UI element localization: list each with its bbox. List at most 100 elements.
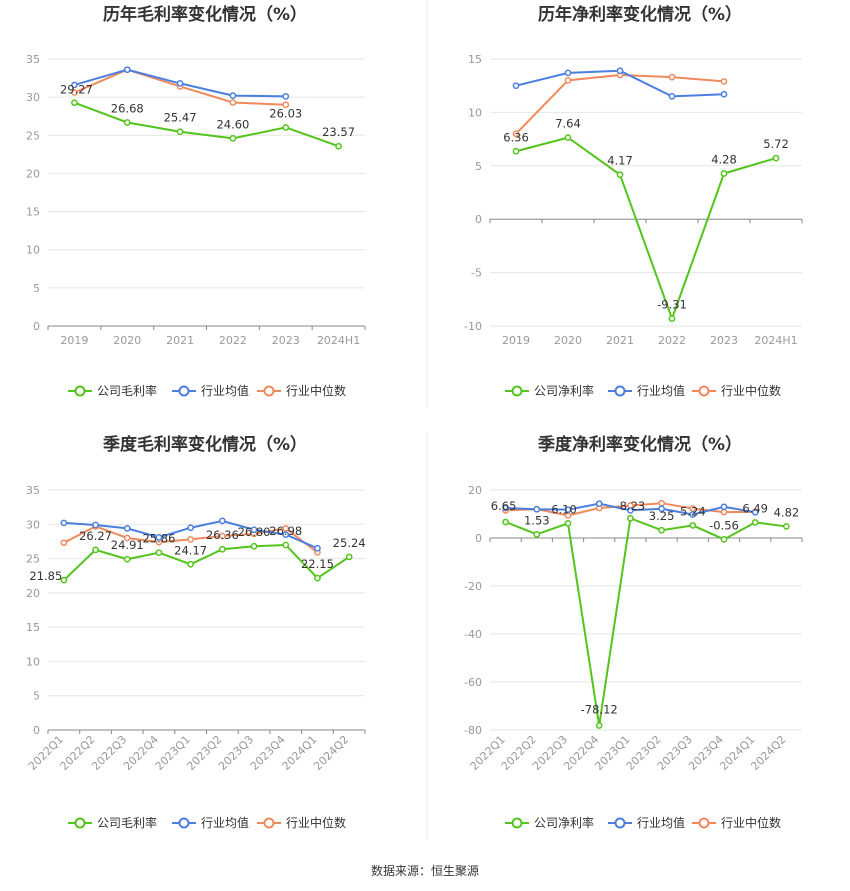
- data-label: 26.36: [206, 528, 239, 542]
- x-tick-label: 2019: [60, 334, 88, 347]
- data-point-company: [564, 520, 572, 527]
- data-point-industry_median: [512, 130, 520, 138]
- data-label: 25.47: [164, 111, 197, 125]
- data-source-note: 数据来源：恒生聚源: [370, 864, 479, 878]
- legend-label: 行业均值: [637, 815, 685, 830]
- x-tick-label: 2024Q2: [311, 733, 351, 773]
- legend-label: 公司净利率: [534, 815, 594, 830]
- data-point-company: [783, 523, 790, 530]
- legend-label: 公司毛利率: [97, 383, 157, 398]
- data-point-industry_avg: [176, 80, 184, 87]
- data-point-industry_avg: [314, 544, 321, 552]
- data-point-company: [219, 545, 226, 553]
- y-tick-label: 30: [26, 518, 40, 531]
- data-point-company: [345, 553, 353, 561]
- legend-marker-company: [74, 817, 86, 829]
- data-label: 25.24: [333, 536, 366, 550]
- data-point-industry_avg: [512, 82, 520, 90]
- y-tick-label: 5: [33, 282, 40, 295]
- data-label: 4.17: [607, 154, 633, 168]
- data-point-company: [720, 170, 728, 177]
- x-tick-label: 2024Q2: [748, 733, 788, 773]
- y-tick-label: 0: [475, 532, 482, 545]
- data-point-company: [658, 526, 665, 534]
- data-point-company: [689, 522, 697, 529]
- y-tick-label: 35: [26, 484, 40, 497]
- y-tick-label: 20: [468, 484, 482, 497]
- y-tick-label: -10: [464, 320, 482, 333]
- legend-marker-industry_avg: [178, 817, 190, 829]
- y-tick-label: 5: [475, 160, 482, 173]
- data-point-industry_median: [123, 534, 131, 542]
- data-point-company: [187, 560, 194, 568]
- data-label: 23.57: [322, 125, 355, 139]
- quarterly-net-margin-chart: 季度净利率变化情况（%）-80-60-40-200202022Q12022Q22…: [464, 434, 803, 830]
- x-tick-label: 2020: [113, 334, 141, 347]
- data-point-industry_avg: [71, 81, 78, 89]
- legend-label: 行业中位数: [721, 383, 781, 398]
- y-tick-label: 0: [33, 320, 40, 333]
- data-point-industry_median: [689, 505, 697, 512]
- x-tick-label: 2021: [606, 334, 634, 347]
- data-label: 6.10: [551, 502, 577, 516]
- y-tick-label: 20: [26, 587, 40, 600]
- data-label: 21.85: [29, 569, 62, 583]
- legend-label: 行业均值: [201, 383, 249, 398]
- y-tick-label: -60: [464, 676, 482, 689]
- data-point-industry_avg: [282, 93, 290, 100]
- data-label: 26.98: [269, 524, 302, 538]
- y-tick-label: 0: [33, 724, 40, 737]
- data-label: 3.25: [649, 509, 675, 523]
- data-point-company: [250, 542, 258, 550]
- legend-marker-company: [511, 385, 523, 397]
- data-point-company: [668, 315, 676, 322]
- data-point-company: [564, 134, 572, 141]
- data-label: 24.17: [174, 543, 207, 557]
- data-point-company: [533, 530, 541, 538]
- data-point-industry_avg: [187, 524, 194, 532]
- data-point-company: [229, 134, 237, 142]
- legend-marker-industry_median: [698, 385, 710, 397]
- chart-title: 季度毛利率变化情况（%）: [103, 434, 307, 455]
- data-label: 4.28: [711, 152, 737, 166]
- y-tick-label: 25: [26, 129, 40, 142]
- data-label: -78.12: [581, 702, 618, 716]
- data-point-company: [335, 142, 342, 150]
- data-point-industry_avg: [668, 93, 676, 100]
- data-point-industry_avg: [658, 505, 665, 513]
- data-label: 26.03: [269, 106, 302, 120]
- y-tick-label: -80: [464, 724, 482, 737]
- chart-title: 季度净利率变化情况（%）: [538, 434, 742, 455]
- data-point-industry_median: [229, 99, 237, 106]
- data-point-industry_median: [720, 78, 728, 85]
- data-point-industry_avg: [564, 69, 572, 77]
- y-tick-label: -5: [471, 267, 482, 280]
- data-point-industry_avg: [229, 92, 237, 99]
- data-point-industry_median: [282, 101, 290, 109]
- data-label: 24.60: [216, 117, 249, 131]
- x-tick-label: 2020: [554, 334, 582, 347]
- y-tick-label: 5: [33, 690, 40, 703]
- data-point-industry_median: [71, 89, 78, 96]
- legend-label: 行业均值: [201, 815, 249, 830]
- annual-net-margin-chart: 历年净利率变化情况（%） -10 -5 0 5 10 15 2019 2020 2021 2022 2…: [464, 4, 803, 398]
- data-label: 6.36: [503, 130, 529, 144]
- data-point-industry_avg: [616, 67, 624, 75]
- data-point-industry_median: [658, 499, 665, 507]
- y-tick-label: 15: [468, 53, 482, 66]
- y-tick-label: 0: [475, 213, 482, 226]
- data-point-industry_avg: [533, 505, 541, 513]
- legend-label: 公司毛利率: [97, 815, 157, 830]
- y-tick-label: 10: [26, 655, 40, 668]
- legend-label: 行业均值: [637, 383, 685, 398]
- data-label: -9.31: [657, 298, 687, 312]
- x-tick-label: 2024H1: [754, 334, 797, 347]
- legend-marker-industry_median: [263, 385, 275, 397]
- chart-title: 历年净利率变化情况（%）: [538, 4, 742, 25]
- x-tick-label: 2023: [272, 334, 300, 347]
- data-point-industry_median: [60, 539, 68, 547]
- y-tick-label: -20: [464, 580, 482, 593]
- data-point-industry_avg: [60, 519, 68, 527]
- data-point-industry_avg: [689, 511, 697, 518]
- legend-marker-industry_avg: [614, 817, 626, 829]
